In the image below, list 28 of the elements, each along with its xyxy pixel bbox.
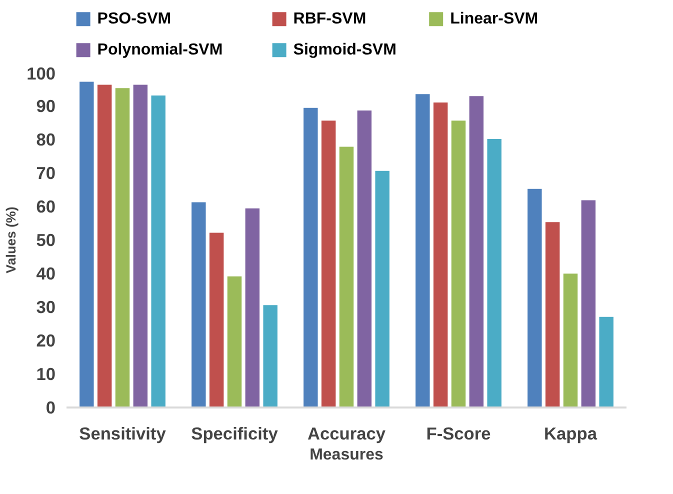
y-tick-label: 50 [36, 230, 56, 250]
bar [450, 120, 467, 408]
y-tick-label: 20 [36, 330, 56, 350]
x-tick-label: Sensitivity [79, 424, 166, 444]
legend-label: Sigmoid-SVM [293, 42, 396, 59]
legend-label: PSO-SVM [97, 10, 172, 28]
y-tick-label: 40 [36, 264, 56, 284]
bar [562, 272, 579, 408]
y-tick-label: 80 [36, 130, 56, 150]
y-tick-label: 30 [36, 297, 56, 317]
y-tick-label: 90 [36, 96, 56, 116]
y-tick-label: 70 [36, 163, 56, 183]
x-tick-label: Accuracy [307, 424, 386, 444]
bar [338, 146, 355, 408]
y-tick-label: 10 [36, 364, 56, 384]
bar [226, 275, 243, 408]
y-tick-label: 0 [46, 398, 56, 418]
legend-label: Linear-SVM [450, 10, 538, 28]
x-tick-label: Specificity [191, 424, 278, 444]
y-tick-label: 60 [36, 196, 56, 216]
x-tick-label: Kappa [544, 424, 598, 444]
legend-label: RBF-SVM [293, 10, 366, 28]
bar [114, 87, 131, 408]
y-tick-label: 100 [26, 64, 56, 84]
legend-label: Polynomial-SVM [97, 42, 223, 59]
x-axis-title: Measures [310, 446, 384, 464]
x-tick-label: F-Score [426, 424, 492, 444]
y-axis-title: Values (%) [4, 206, 19, 274]
